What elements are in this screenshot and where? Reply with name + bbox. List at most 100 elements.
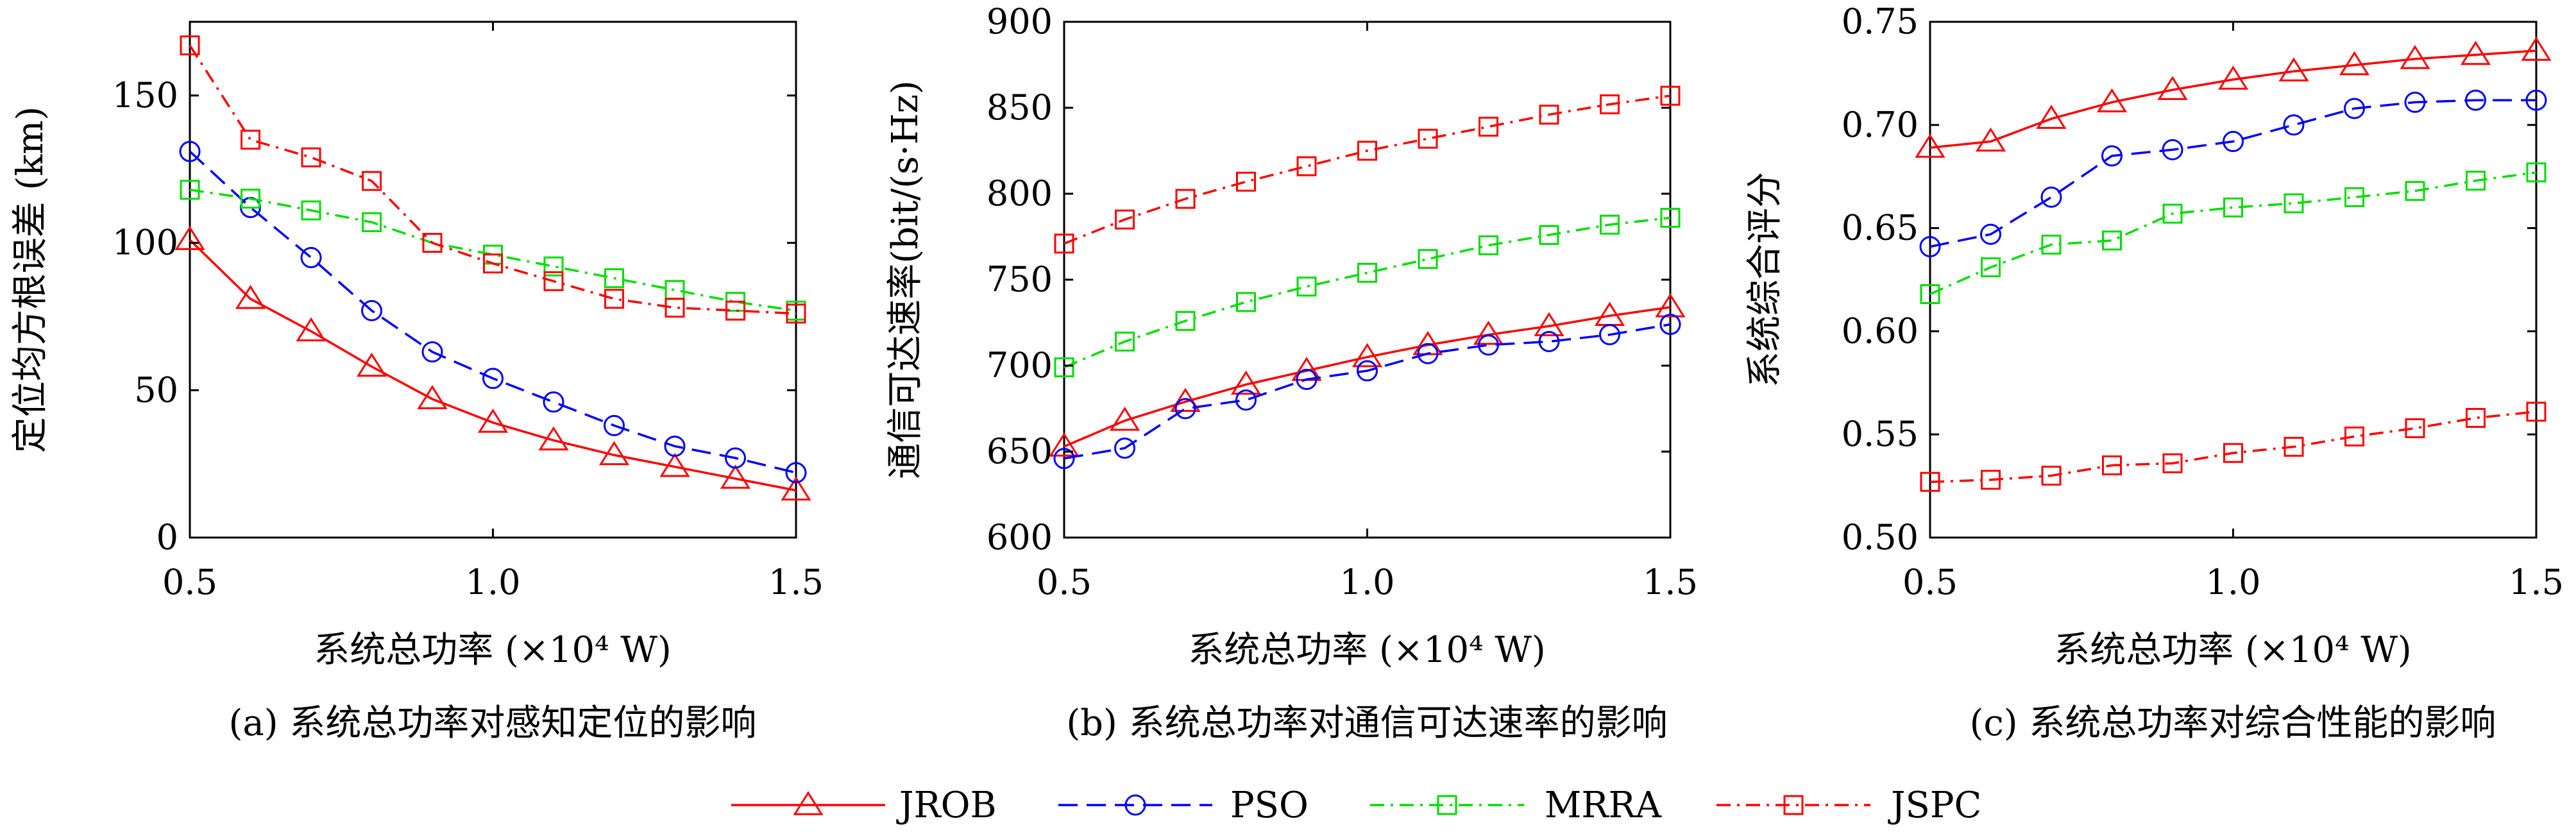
data-point-jrob [1975, 127, 2006, 152]
data-point-jspc [2162, 453, 2183, 473]
data-point-mrra [241, 189, 260, 209]
data-point-jspc [2284, 436, 2304, 457]
data-point-jrob [1352, 343, 1383, 368]
data-point-pso [1053, 448, 1075, 470]
data-point-jrob [1655, 293, 1686, 318]
series-line-jrob [1929, 49, 2537, 149]
x-tick-label: 1.0 [2206, 562, 2261, 602]
legend-label-jspc: JSPC [1888, 785, 1981, 826]
y-axis-label: 定位均方根误差 (km) [10, 106, 51, 454]
data-point-mrra [301, 200, 321, 221]
series-line-jrob [189, 239, 797, 492]
data-point-pso [664, 436, 686, 457]
y-tick-label: 0.60 [1842, 310, 1919, 351]
plot-area-frame [1063, 21, 1672, 539]
y-tick-label: 650 [987, 431, 1053, 471]
data-point-pso [1599, 324, 1620, 346]
data-point-jrob [2217, 65, 2249, 90]
data-point-mrra [1296, 276, 1317, 297]
data-point-pso [1980, 223, 2001, 245]
data-point-pso [2404, 91, 2426, 113]
data-point-pso [2465, 89, 2486, 111]
data-point-pso [1659, 314, 1681, 335]
data-point-pso [2525, 89, 2547, 111]
data-point-jrob [598, 441, 630, 466]
data-point-pso [604, 414, 625, 436]
data-point-jspc [2102, 455, 2122, 475]
x-tick-label: 0.5 [1902, 562, 1958, 602]
y-tick-label: 850 [987, 87, 1053, 128]
legend-swatch-mrra [1370, 795, 1524, 815]
data-point-jrob [417, 385, 448, 409]
y-tick-label: 700 [987, 345, 1053, 386]
data-point-jspc [241, 130, 260, 150]
data-point-jrob [1915, 133, 1945, 158]
legend-item-pso: PSO [1058, 785, 1309, 826]
data-point-jspc [1479, 116, 1498, 137]
series-line-jspc [1063, 94, 1671, 245]
plot-area-frame [1929, 21, 2538, 539]
x-axis-label: 系统总功率 (×10⁴ W) [2054, 629, 2411, 671]
data-point-jspc [725, 300, 745, 321]
data-point-jrob [720, 464, 751, 489]
data-point-pso [2223, 131, 2244, 153]
data-point-mrra [2041, 234, 2062, 255]
legend-marker [1124, 794, 1146, 816]
y-tick-label: 0.75 [1842, 1, 1919, 42]
data-point-jrob [2521, 37, 2552, 61]
data-point-jrob [1170, 387, 1201, 412]
data-point-pso [482, 368, 504, 389]
legend-swatch-jrob [731, 791, 885, 815]
y-tick-label: 0 [157, 517, 178, 557]
data-point-jrob [781, 476, 811, 501]
data-point-mrra [180, 180, 200, 200]
data-point-jrob [538, 426, 569, 451]
data-point-mrra [1600, 214, 1620, 235]
data-point-mrra [1115, 331, 1135, 352]
y-tick-label: 900 [987, 1, 1053, 42]
data-point-mrra [1660, 208, 1681, 228]
data-point-mrra [1539, 225, 1559, 245]
legend-item-jrob: JROB [731, 785, 997, 826]
data-point-pso [1478, 334, 1499, 356]
legend-label-mrra: MRRA [1545, 785, 1662, 826]
x-axis-label: 系统总功率 (×10⁴ W) [1188, 629, 1545, 671]
data-point-mrra [2284, 193, 2304, 214]
data-point-jspc [604, 289, 624, 309]
x-tick-label: 1.5 [1643, 562, 1698, 602]
y-tick-label: 0.65 [1842, 208, 1919, 248]
x-tick-label: 1.0 [466, 562, 521, 602]
data-point-jspc [2405, 418, 2425, 439]
data-point-jspc [1175, 189, 1196, 209]
series-line-jspc [1929, 411, 2537, 483]
data-point-jrob [235, 285, 266, 309]
data-point-mrra [1175, 310, 1196, 331]
data-point-pso [361, 300, 382, 321]
series-line-mrra [1929, 171, 2537, 296]
data-point-pso [421, 341, 443, 363]
data-point-pso [1296, 368, 1318, 390]
legend-marker [1783, 795, 1804, 815]
y-tick-label: 0.55 [1842, 414, 1919, 454]
data-point-mrra [1418, 249, 1438, 269]
x-tick-label: 1.5 [768, 562, 824, 602]
data-point-mrra [2223, 197, 2243, 217]
data-point-jrob [2400, 45, 2430, 69]
series-line-pso [1063, 323, 1671, 460]
legend-label-jrob: JROB [896, 785, 997, 826]
legend-swatch-pso [1058, 794, 1212, 816]
tick-layer: 0 50 100 150 0.5 1.0 1.5 [112, 22, 824, 602]
data-point-jrob [2157, 76, 2188, 100]
panel-b: 600 650 700 750 800 850 900 0.5 1.0 1.5 系统总功率 (×1… [885, 1, 1698, 744]
data-point-mrra [362, 212, 382, 232]
data-point-jspc [301, 147, 321, 167]
data-point-jspc [2223, 443, 2243, 463]
y-tick-label: 0.50 [1842, 517, 1919, 557]
data-point-pso [1235, 389, 1257, 411]
panel-caption: (b) 系统总功率对通信可达速率的影响 [1066, 702, 1667, 744]
legend-swatch-jspc [1716, 795, 1870, 815]
y-tick-label: 600 [987, 517, 1053, 557]
legend-marker [1437, 795, 1457, 815]
data-point-mrra [1920, 284, 1940, 305]
